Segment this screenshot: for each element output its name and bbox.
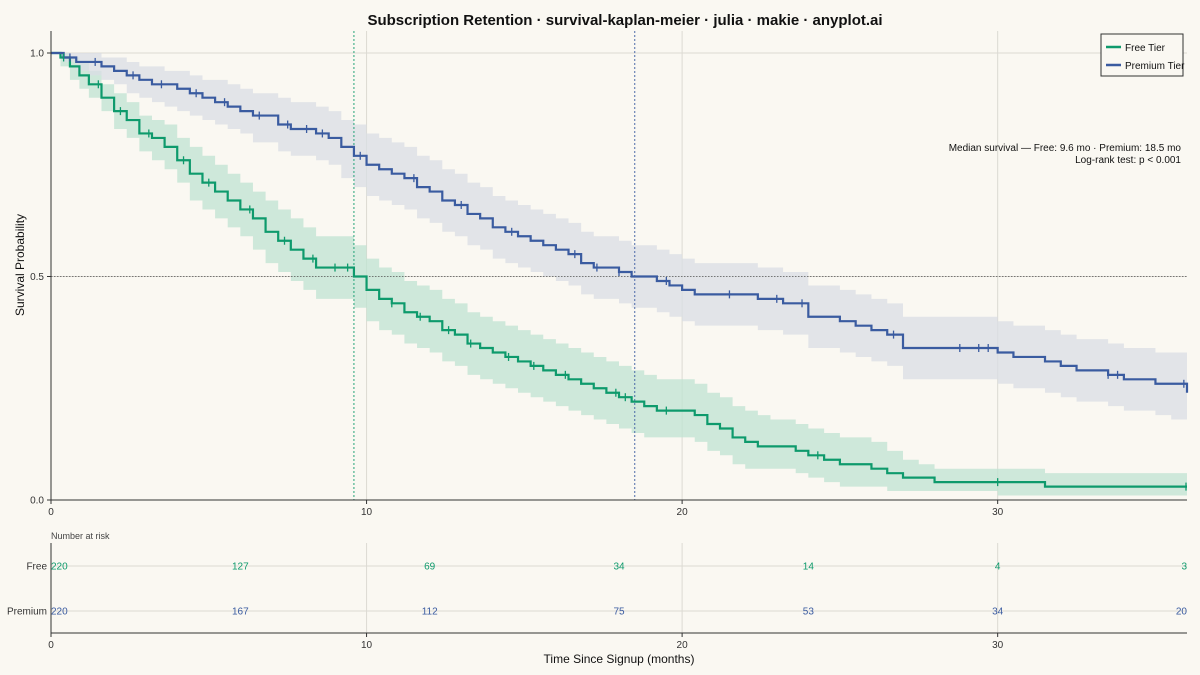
y-tick-label: 0.0 <box>30 496 44 507</box>
x-axis-label: Time Since Signup (months) <box>544 652 695 666</box>
risk-value: 112 <box>422 607 438 618</box>
x-tick-label: 20 <box>677 507 689 518</box>
y-tick-label: 1.0 <box>30 49 44 60</box>
risk-x-tick-label: 30 <box>992 640 1004 651</box>
risk-value: 75 <box>613 607 625 618</box>
risk-value: 20 <box>1176 607 1188 618</box>
risk-x-tick-label: 0 <box>48 640 54 651</box>
risk-value: 127 <box>232 562 249 573</box>
main-axes: 0.0 0.5 1.0 0 10 20 30 <box>30 31 1187 518</box>
chart-title: Subscription Retention · survival-kaplan… <box>367 12 882 29</box>
risk-row-label: Free <box>26 562 47 573</box>
censor-marks <box>62 53 1187 491</box>
reference-lines <box>51 31 1187 500</box>
risk-value: 220 <box>51 562 68 573</box>
risk-value: 4 <box>995 562 1001 573</box>
legend-label-premium: Premium Tier <box>1125 61 1185 72</box>
risk-row-label: Premium <box>7 607 47 618</box>
survival-curve <box>51 51 1189 393</box>
median-annotation: Median survival — Free: 9.6 mo · Premium… <box>949 143 1182 154</box>
x-tick-label: 10 <box>361 507 373 518</box>
survival-curve <box>51 51 1187 488</box>
risk-value: 34 <box>613 562 625 573</box>
risk-rows: Free 220 127 69 34 14 4 3 Premium 220 167 112 75 53 34… <box>7 562 1187 618</box>
annotation: Median survival — Free: 9.6 mo · Premium… <box>949 143 1182 166</box>
x-tick-label: 30 <box>992 507 1004 518</box>
survival-curves <box>51 51 1189 488</box>
risk-value: 53 <box>803 607 815 618</box>
legend-box <box>1100 33 1184 77</box>
risk-value: 69 <box>424 562 436 573</box>
risk-value: 167 <box>232 607 249 618</box>
risk-value: 3 <box>1181 562 1187 573</box>
risk-x-tick-label: 20 <box>677 640 689 651</box>
y-axis-label: Survival Probability <box>13 214 27 316</box>
risk-x-tick-label: 10 <box>361 640 373 651</box>
legend-label-free: Free Tier <box>1125 43 1166 54</box>
x-tick-label: 0 <box>48 507 54 518</box>
risk-value: 14 <box>803 562 815 573</box>
risk-table-title: Number at risk <box>51 531 110 541</box>
risk-value: 34 <box>992 607 1004 618</box>
y-tick-label: 0.5 <box>30 272 44 283</box>
legend: Free Tier Premium Tier <box>1100 33 1185 77</box>
logrank-annotation: Log-rank test: p < 0.001 <box>1075 155 1181 166</box>
confidence-band <box>51 53 1187 496</box>
risk-axes: 0 10 20 30 <box>48 543 1187 651</box>
risk-value: 220 <box>51 607 68 618</box>
risk-grid <box>50 543 1187 633</box>
